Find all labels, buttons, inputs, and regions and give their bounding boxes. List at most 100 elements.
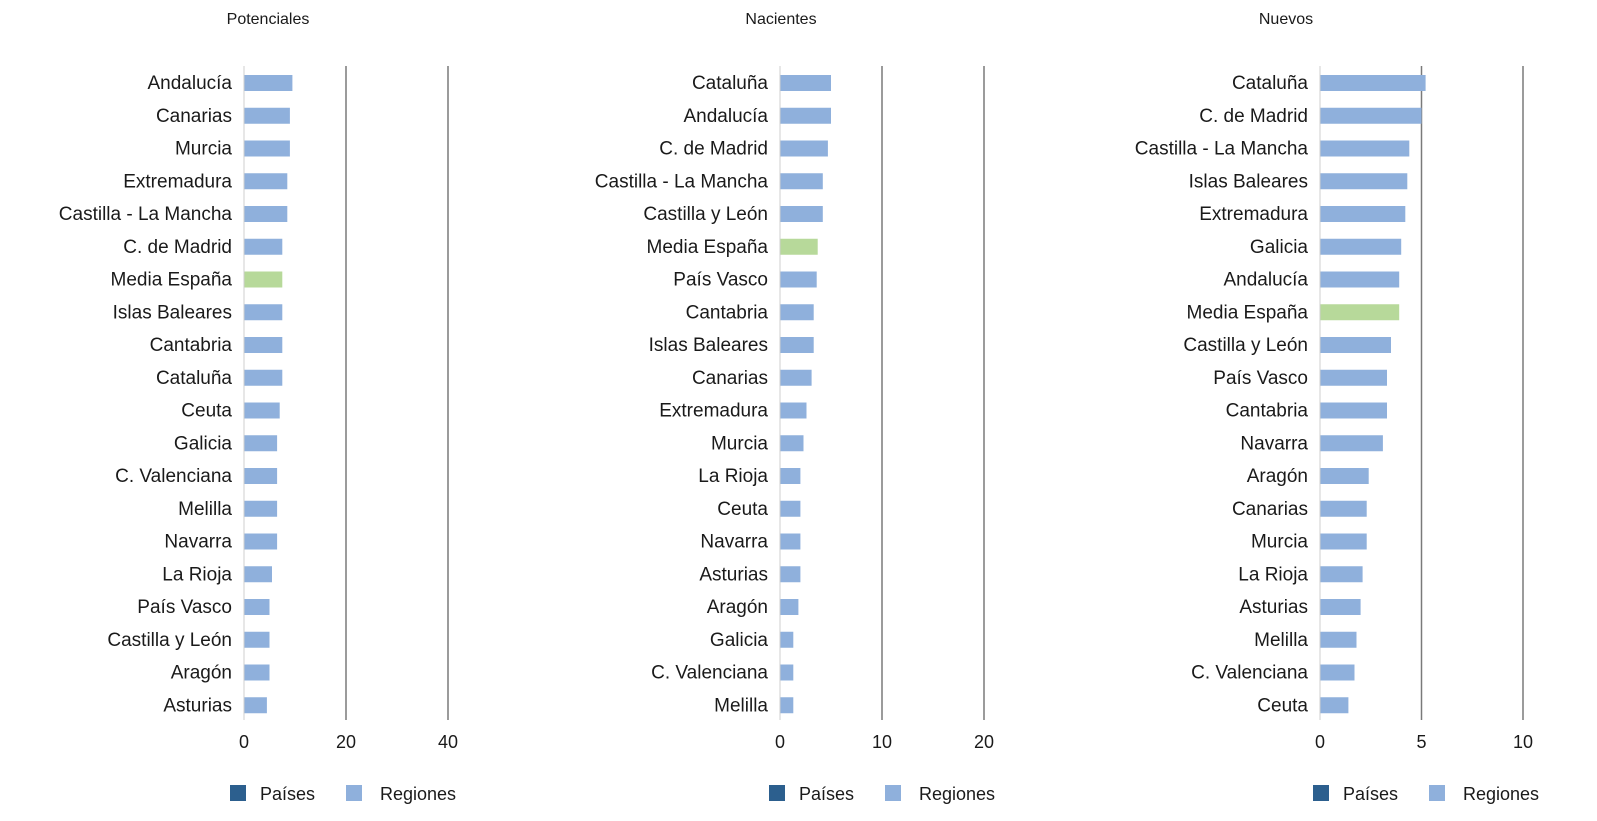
bar-asturias <box>1320 599 1361 615</box>
category-label: C. Valenciana <box>115 466 232 487</box>
bar-islas-baleares <box>780 337 814 353</box>
bar-castilla-y-leon <box>244 631 270 648</box>
bar-la-rioja <box>1320 566 1363 583</box>
chart-title: Nuevos <box>1259 11 1313 28</box>
bar-islas-baleares <box>244 304 283 321</box>
x-tick-label: 0 <box>239 732 249 752</box>
bar-galicia <box>1320 238 1402 255</box>
bar-asturias <box>780 566 801 583</box>
category-label: C. de Madrid <box>659 139 768 160</box>
bar-andalucia <box>780 107 831 124</box>
bar-media-espana <box>1320 304 1400 321</box>
category-label: La Rioja <box>1238 564 1308 585</box>
category-label: Castilla - La Mancha <box>595 171 769 192</box>
bar-aragon <box>1320 468 1369 484</box>
bar-ceuta <box>1320 697 1349 714</box>
bar-c-de-madrid <box>244 238 283 255</box>
category-label: Extremadura <box>1199 204 1308 225</box>
bar-melilla <box>1320 631 1357 648</box>
bar-cantabria <box>780 304 814 321</box>
category-label: La Rioja <box>698 466 768 487</box>
legend: Países Regiones <box>769 784 995 804</box>
bar-aragon <box>244 664 270 681</box>
x-tick-label: 0 <box>1315 732 1325 752</box>
category-label: Castilla y León <box>107 630 232 651</box>
category-label: Ceuta <box>181 401 232 422</box>
category-label: C. de Madrid <box>1199 106 1308 127</box>
category-label: Asturias <box>163 695 232 716</box>
legend-label-regiones: Regiones <box>919 784 995 804</box>
bar-la-rioja <box>780 468 801 484</box>
bar-castilla-la-mancha <box>780 173 823 190</box>
bar-ceuta <box>244 402 280 419</box>
chart-title: Nacientes <box>745 11 816 28</box>
legend-label-regiones: Regiones <box>380 784 456 804</box>
category-label: Murcia <box>1251 532 1308 553</box>
category-label: Aragón <box>171 663 232 684</box>
category-label: Navarra <box>700 532 768 553</box>
bar-andalucia <box>1320 271 1400 288</box>
category-label: Cantabria <box>686 302 769 323</box>
category-label: Andalucía <box>147 73 232 94</box>
bar-aragon <box>780 599 799 615</box>
legend-swatch-regiones <box>885 785 901 801</box>
bar-la-rioja <box>244 566 272 583</box>
category-label: Cataluña <box>692 73 768 94</box>
category-label: Media España <box>1187 302 1309 323</box>
category-label: Galicia <box>174 433 233 454</box>
category-label: Media España <box>647 237 769 258</box>
category-label: Castilla y León <box>1183 335 1308 356</box>
bar-canarias <box>244 107 290 124</box>
bar-extremadura <box>244 173 288 190</box>
category-label: Media España <box>111 270 233 291</box>
category-label: Melilla <box>178 499 232 520</box>
category-label: Extremadura <box>123 171 232 192</box>
bar-pais-vasco <box>244 599 270 615</box>
category-label: Canarias <box>692 368 768 389</box>
bar-melilla <box>780 697 794 714</box>
legend-label-paises: Países <box>260 784 315 804</box>
category-label: País Vasco <box>1213 368 1308 389</box>
category-label: Aragón <box>707 597 768 618</box>
legend-label-paises: Países <box>799 784 854 804</box>
category-label: C. Valenciana <box>651 663 768 684</box>
category-label: Melilla <box>1254 630 1308 651</box>
bar-media-espana <box>780 238 818 255</box>
category-label: La Rioja <box>162 564 232 585</box>
bar-c-de-madrid <box>1320 107 1422 124</box>
category-label: Galicia <box>1250 237 1309 258</box>
x-tick-label: 20 <box>336 732 356 752</box>
x-tick-label: 10 <box>1513 732 1533 752</box>
chart-panel-nuevos: Nuevos 0 5 10 Cataluña C. de Madrid Castilla -… <box>1135 11 1539 804</box>
x-tick-label: 40 <box>438 732 458 752</box>
bar-cataluna <box>1320 75 1426 91</box>
bar-navarra <box>780 533 801 550</box>
legend-label-regiones: Regiones <box>1463 784 1539 804</box>
bar-galicia <box>244 435 278 452</box>
bar-extremadura <box>1320 206 1406 222</box>
bar-castilla-la-mancha <box>1320 140 1410 157</box>
category-label: Cataluña <box>156 368 232 389</box>
category-label: C. de Madrid <box>123 237 232 258</box>
bar-c-de-madrid <box>780 140 828 157</box>
bar-murcia <box>244 140 290 157</box>
category-label: C. Valenciana <box>1191 663 1308 684</box>
bar-navarra <box>244 533 278 550</box>
bar-cataluna <box>244 369 283 386</box>
category-label: Galicia <box>710 630 769 651</box>
category-label: Murcia <box>175 139 232 160</box>
category-label: País Vasco <box>137 597 232 618</box>
bar-c-valenciana <box>244 468 278 484</box>
legend-swatch-paises <box>230 785 246 801</box>
category-label: Murcia <box>711 433 768 454</box>
category-label: Navarra <box>1240 433 1308 454</box>
chart-panel-potenciales: Potenciales 0 20 40 Andalucía Canarias Murcia E… <box>59 11 458 804</box>
bar-c-valenciana <box>780 664 794 681</box>
category-label: Castilla y León <box>643 204 768 225</box>
legend: Países Regiones <box>230 784 456 804</box>
category-label: Islas Baleares <box>649 335 768 356</box>
x-tick-label: 0 <box>775 732 785 752</box>
category-label: Melilla <box>714 695 768 716</box>
legend-label-paises: Países <box>1343 784 1398 804</box>
category-label: Navarra <box>164 532 232 553</box>
